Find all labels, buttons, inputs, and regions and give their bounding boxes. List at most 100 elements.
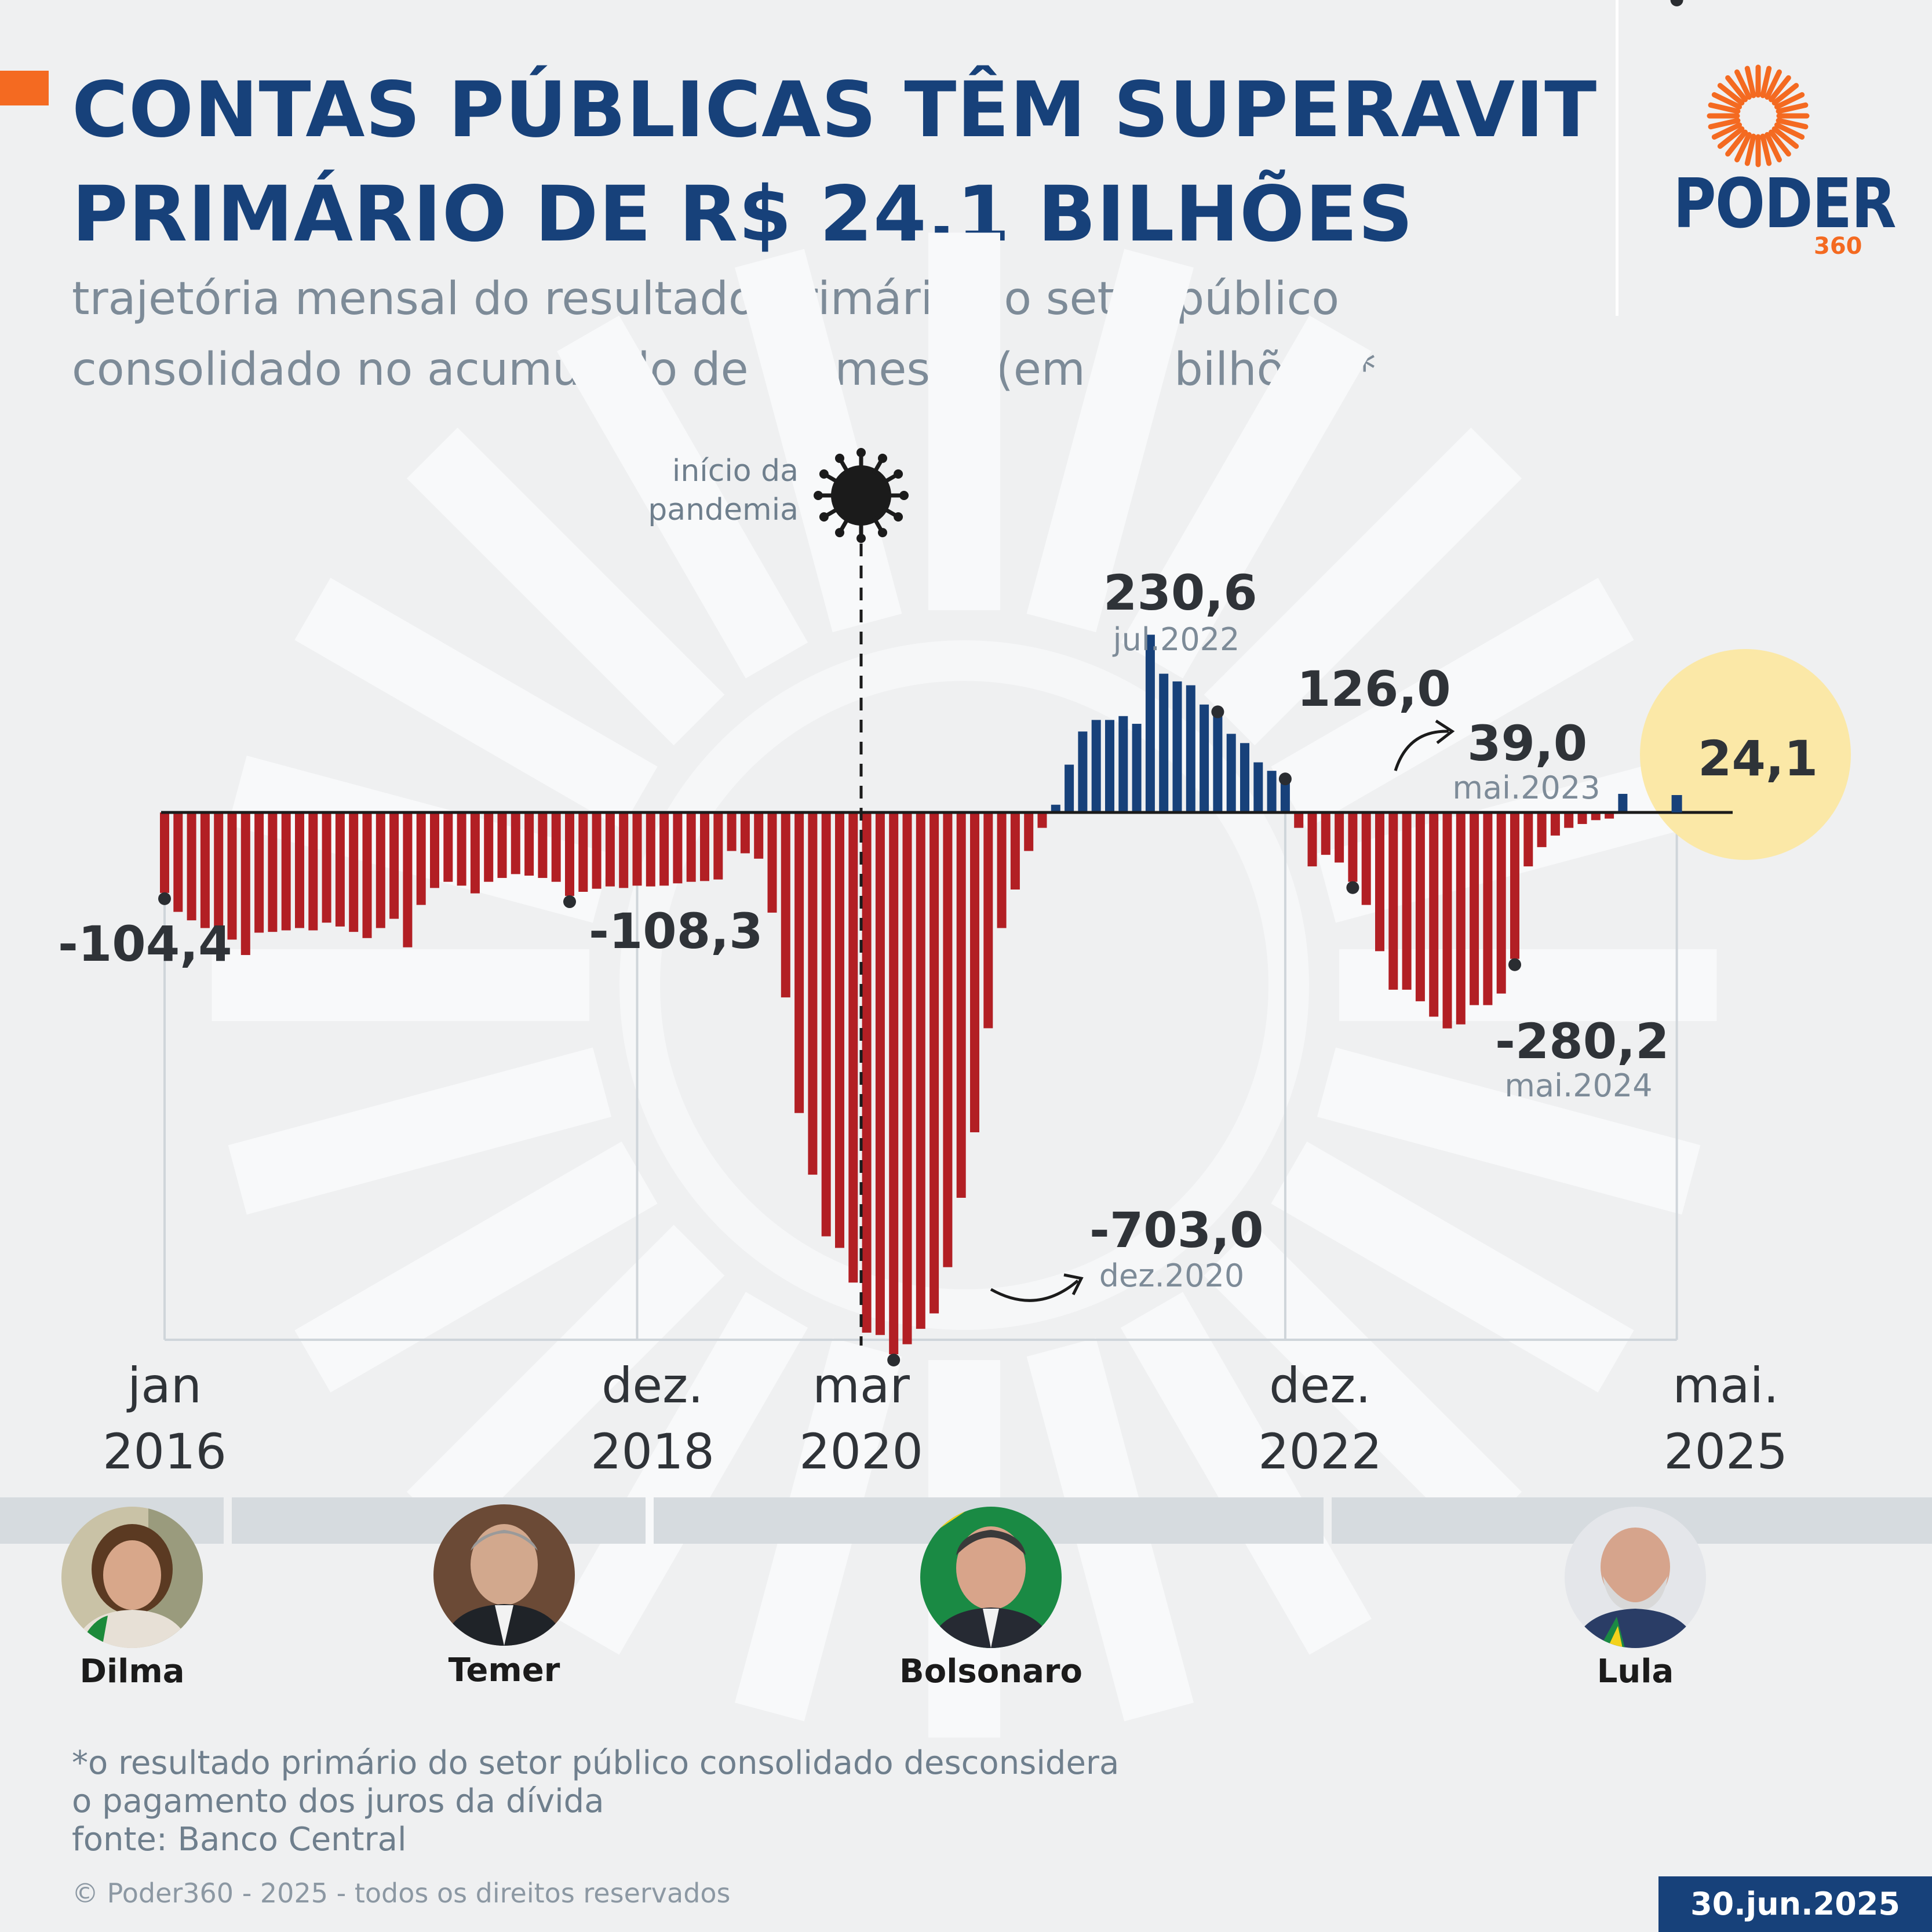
bar xyxy=(416,812,426,905)
bar xyxy=(1388,812,1398,990)
tick-2-line-1: dez. xyxy=(602,1357,703,1414)
bar xyxy=(1226,734,1236,812)
tick-4-line-1: dez. xyxy=(1269,1357,1371,1414)
virus-spike-tip xyxy=(894,469,903,479)
virus-spike-tip xyxy=(878,453,887,463)
tick-3-line-1: mar xyxy=(812,1357,910,1414)
bar xyxy=(1280,782,1290,812)
background-ray xyxy=(1204,1224,1522,1543)
label-39: 39,0 xyxy=(1467,715,1587,772)
bar xyxy=(1415,812,1425,1001)
bar xyxy=(1065,764,1074,812)
bar xyxy=(1091,720,1101,812)
bar xyxy=(1470,812,1479,1005)
bar xyxy=(443,812,453,882)
bar xyxy=(700,812,709,881)
background-ray xyxy=(557,315,808,679)
bar xyxy=(1456,812,1466,1025)
tick-5-line-1: mai. xyxy=(1672,1357,1778,1414)
bar xyxy=(1118,716,1128,812)
background-ray xyxy=(1026,249,1194,633)
bar xyxy=(1618,793,1628,812)
virus-spike-tip xyxy=(856,448,866,457)
period-bar-temer xyxy=(232,1497,646,1544)
annotation-marker xyxy=(1278,772,1292,786)
bar xyxy=(943,812,953,1267)
bar xyxy=(268,812,278,932)
arrow-703-head xyxy=(1063,1273,1084,1296)
label-126: 126,0 xyxy=(1297,661,1451,717)
bar xyxy=(187,812,196,921)
background-ray xyxy=(406,1224,725,1543)
virus-spike-tip xyxy=(894,512,903,522)
bar xyxy=(835,812,844,1248)
bar xyxy=(619,812,629,888)
background-ray xyxy=(294,1141,658,1393)
label-minus-104-4: -104,4 xyxy=(58,916,232,972)
last-bar-highlight xyxy=(1671,795,1682,812)
background-ray xyxy=(1120,315,1372,679)
bar xyxy=(200,812,210,928)
bar xyxy=(1159,673,1169,812)
bar xyxy=(673,812,683,884)
virus-body xyxy=(831,465,891,526)
x-axis-ticks: jan 2016 dez. 2018 mar 2020 dez. 2022 ma… xyxy=(103,1357,1788,1480)
bar xyxy=(875,812,885,1335)
bar xyxy=(1132,724,1142,812)
bar xyxy=(983,812,993,1029)
annotation-marker xyxy=(1508,958,1521,971)
bar xyxy=(1321,812,1330,855)
bar xyxy=(794,812,804,1113)
lula-portrait-icon xyxy=(1565,1507,1706,1648)
bar xyxy=(295,812,304,928)
bar xyxy=(376,812,385,928)
label-minus-280-2: -280,2 xyxy=(1495,1013,1669,1070)
footnote-line-2: o pagamento dos juros da dívida xyxy=(72,1782,604,1820)
bar xyxy=(1267,771,1277,812)
background-ray xyxy=(557,1292,808,1655)
bar xyxy=(1078,731,1088,812)
bar xyxy=(497,812,507,878)
bar xyxy=(727,812,737,851)
bar xyxy=(821,812,831,1237)
bar xyxy=(997,812,1007,928)
virus-spike-tip xyxy=(835,453,844,463)
bar xyxy=(767,812,777,913)
bar xyxy=(646,812,655,887)
bar xyxy=(754,812,764,859)
bar xyxy=(1105,720,1114,812)
arrow-703 xyxy=(990,1280,1079,1302)
bar xyxy=(470,812,480,894)
bar xyxy=(1496,812,1506,994)
bar xyxy=(956,812,966,1198)
bar xyxy=(740,812,750,854)
bar xyxy=(349,812,359,932)
bar xyxy=(1591,812,1601,821)
logo-360: 360 xyxy=(1814,233,1862,260)
bar xyxy=(902,812,912,1344)
bar xyxy=(1024,812,1034,851)
bolsonaro-portrait-shape xyxy=(920,1507,1062,1648)
highlight-circle xyxy=(1640,649,1851,860)
bar xyxy=(1186,685,1195,812)
tick-4-line-2: 2022 xyxy=(1258,1423,1382,1480)
bar xyxy=(1253,762,1263,812)
tick-1-line-2: 2016 xyxy=(103,1423,227,1480)
publication-date: 30.jun.2025 xyxy=(1658,1876,1932,1932)
dilma-portrait-icon xyxy=(61,1507,203,1648)
bar xyxy=(524,812,534,876)
bar xyxy=(389,812,399,919)
bar xyxy=(1348,812,1358,882)
annotation-marker xyxy=(1346,881,1359,894)
tick-5-line-2: 2025 xyxy=(1664,1423,1788,1480)
bar xyxy=(1523,812,1533,867)
virus-spike-tip xyxy=(814,491,823,500)
background-ray xyxy=(1120,1292,1372,1655)
bar xyxy=(1605,812,1614,819)
background-ray xyxy=(1271,1141,1634,1393)
label-minus-703: -703,0 xyxy=(1089,1202,1264,1259)
bar xyxy=(1577,812,1587,824)
background-ray xyxy=(1317,1047,1701,1215)
bar-series xyxy=(160,635,1628,1354)
footnote-line-1: *o resultado primário do setor público c… xyxy=(72,1744,1120,1782)
